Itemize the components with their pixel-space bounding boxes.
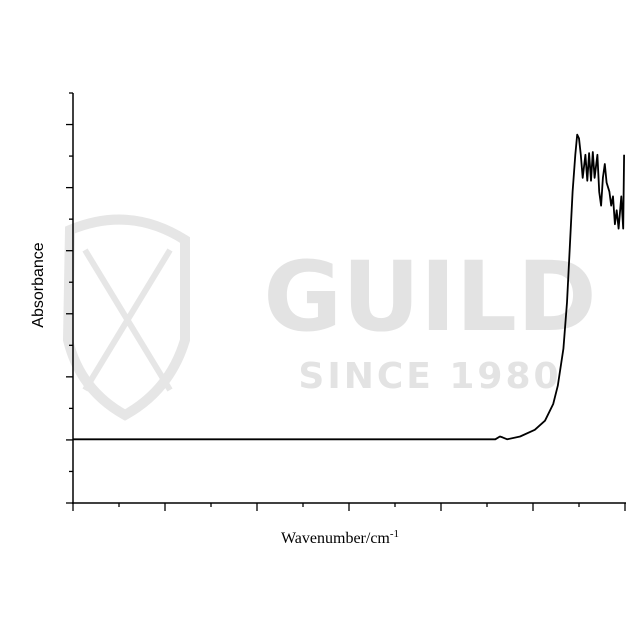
guild-watermark: GUILD SINCE 1980 <box>62 214 597 421</box>
series-line <box>73 133 625 441</box>
y-axis-label: Absorbance <box>30 242 47 327</box>
watermark-title: GUILD <box>263 241 596 353</box>
x-axis-label: Wavenumber/cm-1 <box>281 528 399 547</box>
watermark-subtitle: SINCE 1980 <box>298 356 561 397</box>
x-axis-label-text: Wavenumber/cm <box>281 530 390 547</box>
x-axis-label-superscript: -1 <box>390 528 399 540</box>
